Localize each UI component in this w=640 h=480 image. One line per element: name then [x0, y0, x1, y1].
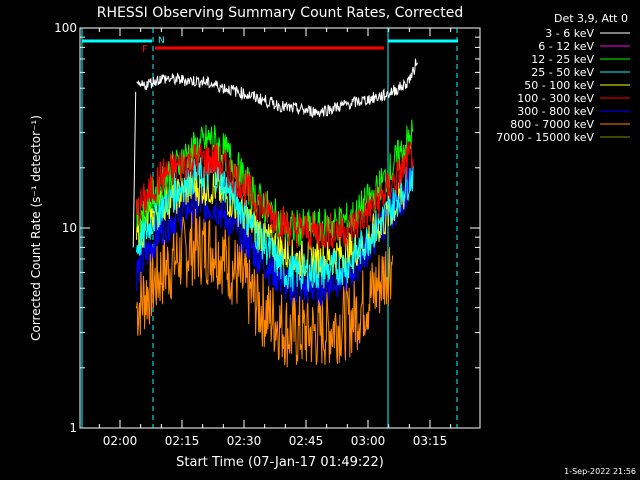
chart-title: RHESSI Observing Summary Count Rates, Co…: [97, 5, 463, 21]
legend-entry-label: 50 - 100 keV: [524, 79, 594, 92]
flare-label: F: [142, 44, 148, 55]
x-tick-label: 02:00: [103, 434, 138, 448]
x-tick-label: 02:45: [289, 434, 324, 448]
annotation-layer: N F: [142, 36, 165, 55]
x-tick-label: 02:15: [165, 434, 200, 448]
series-layer: [132, 58, 418, 368]
legend-entry-label: 100 - 300 keV: [517, 92, 594, 105]
x-tick-label: 03:00: [351, 434, 386, 448]
footer-timestamp: 1-Sep-2022 21:56: [564, 467, 636, 476]
series-line-5: [136, 141, 414, 250]
y-tick-label: 10: [62, 221, 77, 235]
legend-entry-label: 7000 - 15000 keV: [496, 131, 594, 144]
axis-ticks: 02:00 02:15 02:30 02:45 03:00 03:15 1 10 100: [54, 21, 480, 448]
series-line-2: [136, 119, 414, 247]
y-axis-label: Corrected Count Rate (s⁻¹ detector⁻¹): [29, 115, 43, 341]
y-tick-label: 1: [69, 421, 77, 435]
orbit-bands: [81, 28, 458, 428]
y-tick-label: 100: [54, 21, 77, 35]
legend-entry-label: 6 - 12 keV: [538, 40, 594, 53]
legend-entry-label: 12 - 25 keV: [531, 53, 594, 66]
series-line-6: [136, 158, 414, 307]
x-tick-label: 03:15: [413, 434, 448, 448]
series-line-0: [136, 58, 418, 119]
series-line-7: [136, 208, 394, 368]
series-rise-marker: [132, 91, 137, 248]
legend-entry-label: 800 - 7000 keV: [510, 118, 594, 131]
legend-header: Det 3,9, Att 0: [554, 12, 628, 25]
legend-entry-label: 3 - 6 keV: [545, 27, 594, 40]
series-line-3: [136, 156, 414, 292]
night-label: N: [158, 36, 165, 46]
legend-entry-label: 300 - 800 keV: [517, 105, 594, 118]
legend-entry-label: 25 - 50 keV: [531, 66, 594, 79]
x-axis-label: Start Time (07-Jan-17 01:49:22): [176, 455, 384, 470]
x-tick-label: 02:30: [227, 434, 262, 448]
